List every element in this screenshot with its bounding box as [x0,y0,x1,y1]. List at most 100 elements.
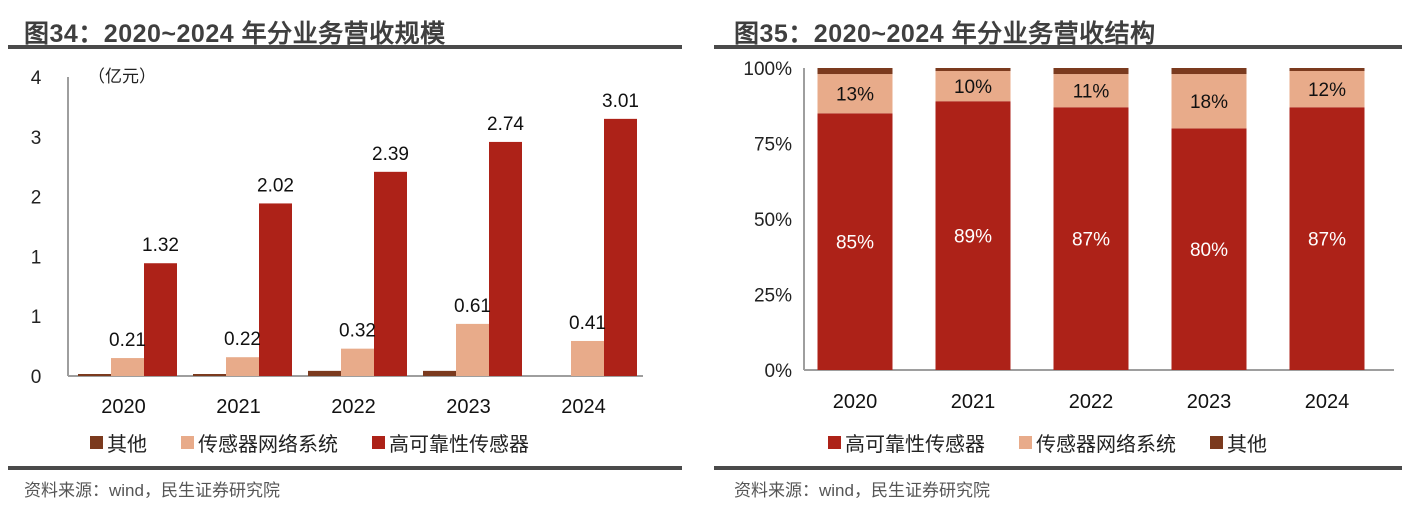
data-label: 0.41 [569,313,606,334]
x-tick-label: 2021 [216,396,261,418]
bar-segment-sensor [1289,107,1365,370]
title-divider [8,45,682,49]
y-tick-label: 3 [31,128,42,149]
x-tick-label: 2024 [1305,391,1350,413]
unit-label: （亿元） [88,67,156,87]
legend-swatch [181,436,194,449]
x-tick-label: 2022 [331,396,376,418]
bar-segment-network [1171,74,1247,129]
bar-sensor [489,141,522,376]
bar-segment-other [1171,68,1247,75]
legend-swatch [372,436,385,449]
legend-item: 传感器网络系统 [1019,428,1176,457]
bar-network [111,358,144,376]
legend-label: 其他 [107,432,147,456]
y-tick-label: 1 [31,247,42,268]
data-label: 12% [1308,80,1346,101]
bar-segment-other [935,68,1011,72]
data-label: 2.02 [257,175,294,196]
data-label: 87% [1308,230,1346,251]
bar-network [456,323,489,376]
bar-other [423,370,456,376]
data-label: 0.21 [109,330,146,351]
legend-swatch [1210,436,1223,449]
chart-title: 图34：2020~2024 年分业务营收规模 [24,20,446,48]
source-note: 资料来源：wind，民生证券研究院 [24,481,280,500]
bar-segment-sensor [1053,107,1129,370]
y-tick-label: 4 [31,68,42,89]
data-label: 80% [1190,240,1228,261]
bar-segment-network [817,74,893,114]
chart-legend: 高可靠性传感器 传感器网络系统 其他 [828,428,1267,457]
data-label: 89% [954,227,992,248]
bar-sensor [604,118,637,377]
x-tick-label: 2024 [561,396,606,418]
legend-swatch [90,436,103,449]
y-tick-label: 100% [743,59,792,80]
x-tick-label: 2020 [833,391,878,413]
bar-network [226,357,259,376]
legend-swatch [1019,436,1032,449]
bar-other [193,374,226,376]
legend-item: 高可靠性传感器 [828,428,985,457]
source-divider [8,466,682,470]
source-note: 资料来源：wind，民生证券研究院 [734,481,990,500]
title-divider [714,45,1402,49]
data-label: 2.39 [372,144,409,165]
data-label: 0.32 [339,321,376,342]
data-label: 10% [954,77,992,98]
bar-network [571,340,604,376]
x-tick-label: 2021 [951,391,996,413]
x-tick-label: 2020 [101,396,146,418]
bar-other [308,370,341,376]
data-label: 85% [836,233,874,254]
revenue-scale-panel: 图34：2020~2024 年分业务营收规模 0 1 1 2 3 4 2020 0.21 1.3… [0,0,700,516]
legend-item: 其他 [90,428,147,457]
y-tick-label: 25% [754,286,792,307]
legend-item: 高可靠性传感器 [372,428,529,457]
bar-segment-other [1289,68,1365,72]
y-tick-label: 0% [765,361,793,382]
y-tick-label: 0 [31,367,42,388]
legend-swatch [828,436,841,449]
legend-label: 高可靠性传感器 [845,432,985,456]
revenue-structure-panel: 图35：2020~2024 年分业务营收结构 0% 25% 50% 75% 100% 20… [708,0,1416,516]
data-label: 0.61 [454,296,491,317]
source-divider [714,466,1402,470]
data-label: 13% [836,85,874,106]
y-tick-label: 2 [31,188,42,209]
data-label: 18% [1190,92,1228,113]
bar-segment-network [1053,74,1129,108]
bar-sensor [259,203,292,376]
revenue-structure-chart: 0% 25% 50% 75% 100% 2020 85% 13% 2021 89% 10% 2022 8… [743,59,1394,413]
bar-segment-sensor [817,113,893,371]
legend-label: 高可靠性传感器 [389,432,529,456]
chart-legend: 其他 传感器网络系统 高可靠性传感器 [90,428,529,457]
bar-segment-network [1289,71,1365,108]
data-label: 0.22 [224,329,261,350]
data-label: 11% [1073,82,1110,103]
data-label: 3.01 [602,91,639,112]
bar-other [78,374,111,376]
y-tick-label: 75% [754,135,792,156]
bar-sensor [144,263,177,376]
bar-network [341,348,374,376]
revenue-scale-chart: 0 1 1 2 3 4 2020 0.21 1.32 2021 0.22 2.02 2022 0.32 2.… [31,67,643,418]
data-label: 87% [1072,230,1110,251]
x-tick-label: 2023 [1187,391,1232,413]
bar-sensor [374,171,407,376]
y-tick-label: 50% [754,210,792,231]
bar-segment-sensor [1171,128,1247,370]
bar-segment-other [1053,68,1129,75]
legend-label: 传感器网络系统 [1036,432,1176,456]
x-tick-label: 2022 [1069,391,1114,413]
x-tick-label: 2023 [446,396,491,418]
y-tick-label: 1 [31,307,42,328]
legend-item: 传感器网络系统 [181,428,338,457]
legend-item: 其他 [1210,428,1267,457]
bar-segment-sensor [935,101,1011,370]
bar-segment-other [817,68,893,75]
legend-label: 传感器网络系统 [198,432,338,456]
legend-label: 其他 [1227,432,1267,456]
data-label: 2.74 [487,114,524,135]
